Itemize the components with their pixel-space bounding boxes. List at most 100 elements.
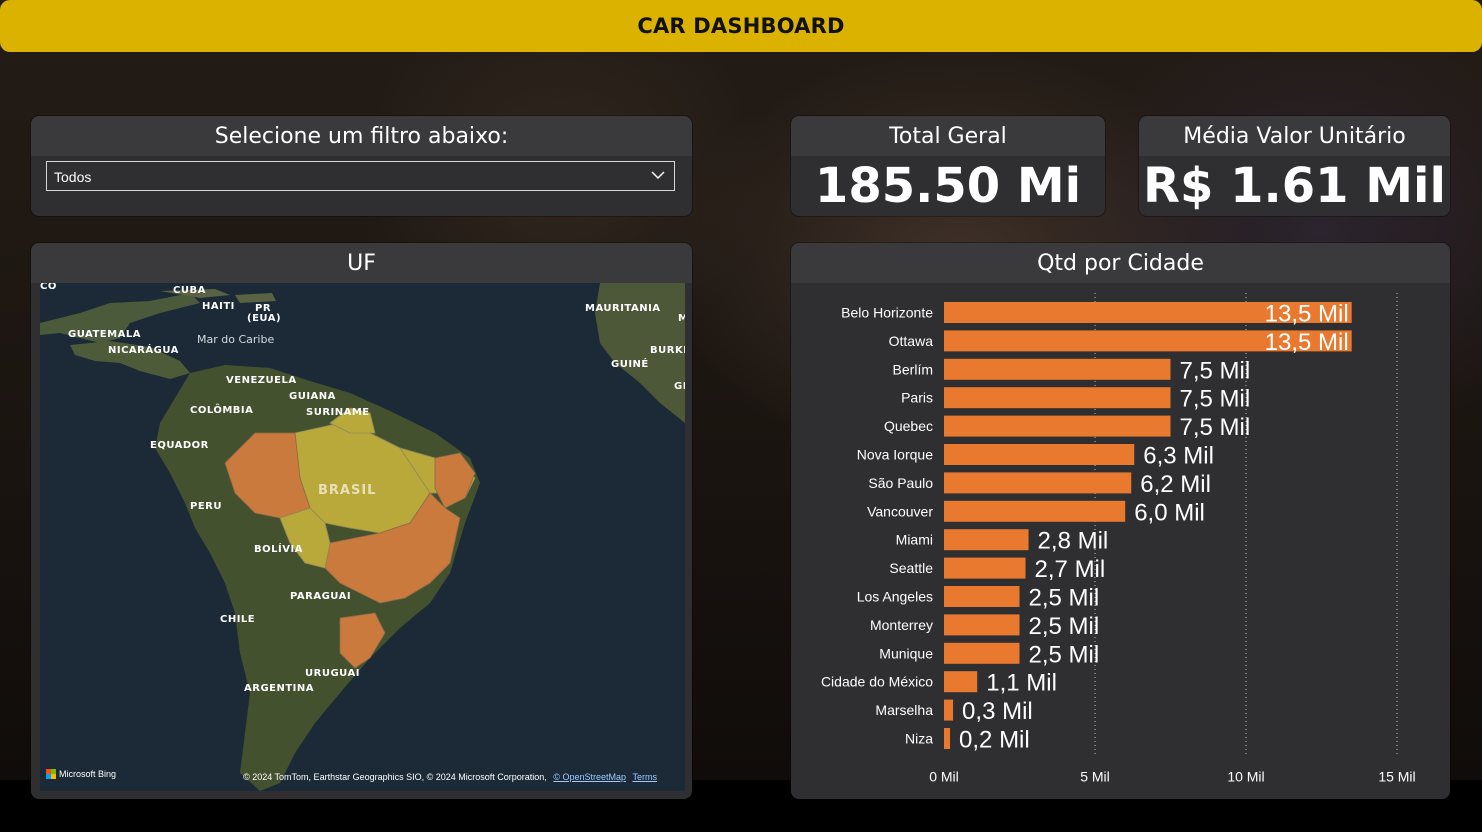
bar[interactable] [944,557,1026,579]
data-label: 7,5 Mil [1180,414,1251,441]
data-label: 2,5 Mil [1029,641,1100,668]
category-label: Miami [896,532,933,548]
kpi-media-value: R$ 1.61 Mil [1143,158,1446,214]
bar[interactable] [944,444,1135,465]
bar[interactable] [944,614,1020,636]
bar-chart-card: Qtd por Cidade 0 Mil 5 Mil 10 Mil 15 Mil Bel… [791,243,1450,799]
category-label: Monterrey [870,617,933,633]
svg-text:GI: GI [674,381,685,392]
svg-text:MAURITANIA: MAURITANIA [585,303,661,314]
filter-card: Selecione um filtro abaixo: Todos [31,116,692,216]
header-bar: CAR DASHBOARD [0,0,1482,52]
kpi-media-title: Média Valor Unitário [1139,116,1450,156]
openstreetmap-link[interactable]: © OpenStreetMap [553,772,626,782]
bar[interactable] [944,642,1020,664]
category-label: Los Angeles [857,589,933,605]
data-label: 2,7 Mil [1035,556,1106,583]
bar[interactable] [944,302,1352,323]
bar[interactable] [944,586,1020,607]
data-label: 13,5 Mil [1265,301,1349,328]
data-label: 6,3 Mil [1143,443,1214,470]
bar[interactable] [944,387,1171,409]
svg-text:CHILE: CHILE [220,614,255,625]
kpi-media-card: Média Valor Unitário R$ 1.61 Mil [1139,116,1450,216]
category-label: Berlím [893,361,933,377]
category-label: Paris [901,390,933,406]
category-label: Seattle [889,560,933,576]
data-label: 13,5 Mil [1265,329,1349,356]
x-tick-label: 10 Mil [1227,768,1264,784]
bar[interactable] [944,728,951,749]
category-label: Marselha [875,702,933,718]
category-label: Ottawa [889,333,934,349]
svg-text:BRASIL: BRASIL [318,483,376,498]
svg-text:(EUA): (EUA) [247,313,281,324]
data-label: 0,3 Mil [962,698,1033,725]
category-label: Niza [905,731,933,747]
bar[interactable] [944,472,1132,494]
chart-title: Qtd por Cidade [791,243,1450,283]
filter-title: Selecione um filtro abaixo: [31,116,692,156]
x-tick-label: 15 Mil [1378,768,1415,784]
filter-dropdown-value: Todos [54,169,92,185]
chevron-down-icon [651,171,665,180]
svg-text:GUINÉ: GUINÉ [611,357,649,370]
map-credits: © 2024 TomTom, Earthstar Geographics SIO… [243,772,657,782]
bar[interactable] [944,415,1171,437]
svg-text:BURKI: BURKI [650,345,685,356]
data-label: 6,0 Mil [1134,499,1205,526]
filter-dropdown[interactable]: Todos [46,161,675,191]
data-label: 2,5 Mil [1029,613,1100,640]
x-tick-label: 0 Mil [929,768,959,784]
category-label: Belo Horizonte [841,305,933,321]
svg-text:CUBA: CUBA [173,285,206,296]
svg-text:SURINAME: SURINAME [306,407,370,418]
svg-text:CO: CO [40,283,57,292]
kpi-total-card: Total Geral 185.50 Mi [791,116,1105,216]
x-tick-label: 5 Mil [1080,768,1110,784]
terms-link[interactable]: Terms [632,772,658,782]
dashboard-title: CAR DASHBOARD [637,14,845,38]
svg-text:ARGENTINA: ARGENTINA [244,683,314,694]
map-svg: CO CUBA HAITI PR (EUA) GUATEMALA NICARÁG… [40,283,685,791]
bar[interactable] [944,529,1029,551]
category-label: Vancouver [867,503,933,519]
kpi-total-title: Total Geral [791,116,1105,156]
microsoft-bing-logo: Microsoft Bing [46,769,116,779]
svg-text:PR: PR [255,303,271,314]
svg-text:VENEZUELA: VENEZUELA [226,375,297,386]
svg-text:BOLÍVIA: BOLÍVIA [254,542,303,555]
bar[interactable] [944,330,1352,352]
svg-text:EQUADOR: EQUADOR [150,440,209,451]
data-label: 6,2 Mil [1140,471,1211,498]
category-label: Munique [879,645,933,661]
svg-text:HAITI: HAITI [202,301,235,312]
bar[interactable] [944,358,1171,380]
category-label: Cidade do México [821,674,933,690]
svg-text:NICARÁGUA: NICARÁGUA [108,343,179,356]
map-card: UF CO CUBA HAITI PR [31,243,692,799]
map-title: UF [31,243,692,283]
bar[interactable] [944,671,978,693]
svg-text:M: M [678,313,685,324]
svg-text:COLÔMBIA: COLÔMBIA [190,403,253,416]
data-label: 1,1 Mil [986,670,1057,697]
data-label: 7,5 Mil [1180,357,1251,384]
category-label: Quebec [884,418,933,434]
map-canvas[interactable]: CO CUBA HAITI PR (EUA) GUATEMALA NICARÁG… [40,283,685,791]
kpi-total-value: 185.50 Mi [814,158,1082,214]
data-label: 2,5 Mil [1029,585,1100,612]
bar-chart[interactable]: 0 Mil 5 Mil 10 Mil 15 Mil Belo Horizonte 13,5… [791,283,1450,795]
data-label: 0,2 Mil [959,727,1030,754]
category-label: Nova Iorque [857,447,933,463]
bar[interactable] [944,500,1126,522]
svg-text:PERU: PERU [190,501,222,512]
svg-text:PARAGUAI: PARAGUAI [290,591,351,602]
svg-text:Mar do Caribe: Mar do Caribe [197,333,274,346]
map-credits-text: © 2024 TomTom, Earthstar Geographics SIO… [243,772,547,782]
svg-text:GUIANA: GUIANA [289,391,336,402]
windows-logo-icon [46,769,56,779]
category-label: São Paulo [868,475,933,491]
data-label: 2,8 Mil [1038,528,1109,555]
bar[interactable] [944,699,954,721]
